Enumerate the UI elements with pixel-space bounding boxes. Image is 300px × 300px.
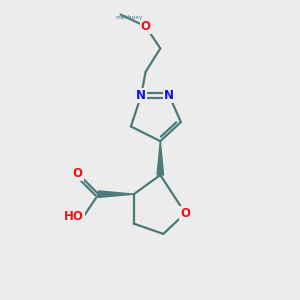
Polygon shape: [98, 191, 134, 197]
Text: N: N: [136, 89, 146, 102]
Text: O: O: [141, 20, 151, 33]
Polygon shape: [157, 141, 164, 175]
Text: HO: HO: [64, 210, 84, 223]
Text: methoxy: methoxy: [116, 15, 143, 20]
Text: O: O: [73, 167, 83, 180]
Text: N: N: [164, 89, 174, 102]
Text: O: O: [180, 207, 190, 220]
